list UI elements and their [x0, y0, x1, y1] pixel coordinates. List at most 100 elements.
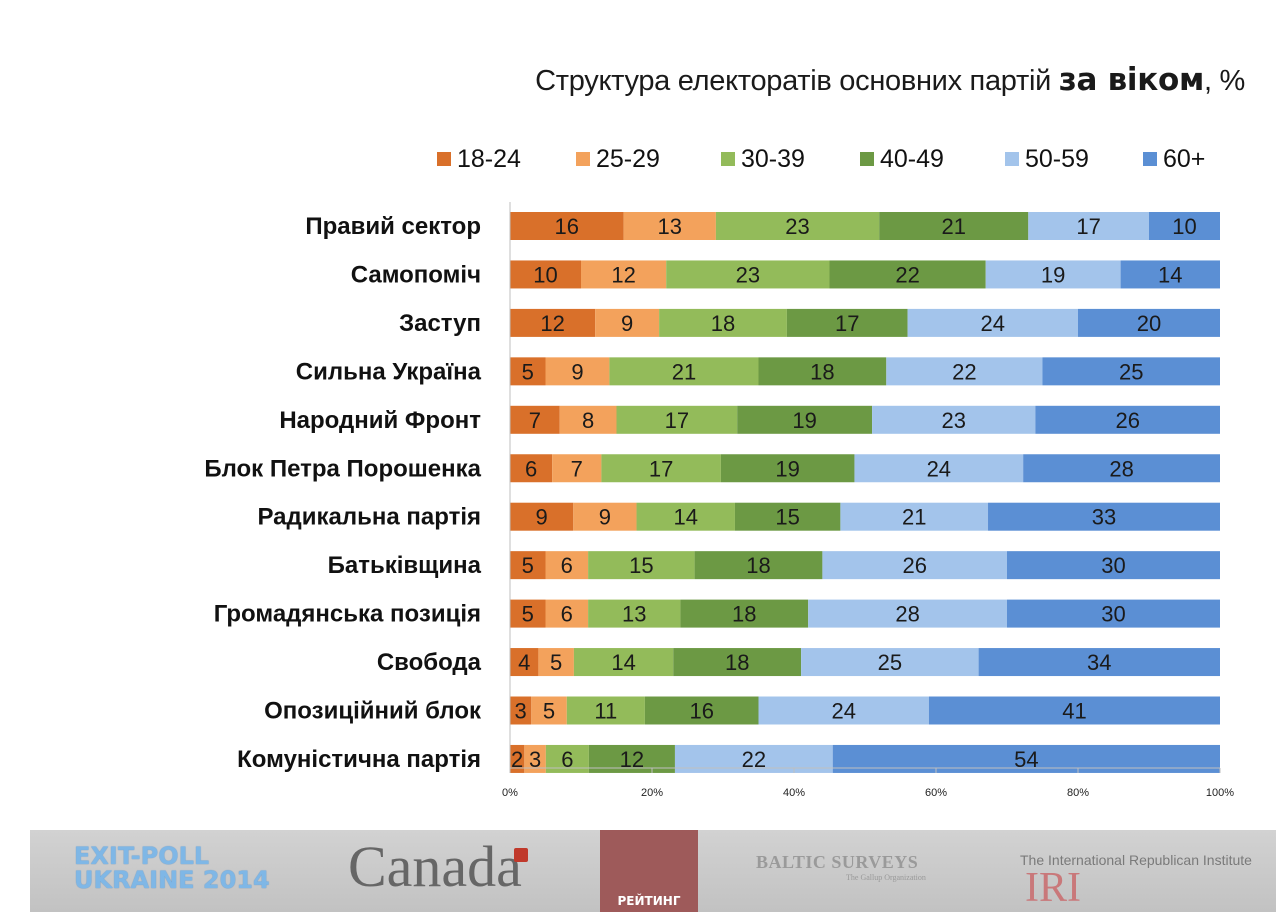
category-label: Самопоміч: [351, 261, 481, 288]
data-label: 16: [689, 699, 713, 724]
data-label: 26: [902, 553, 926, 578]
data-label: 28: [1109, 456, 1133, 481]
category-label: Батьківщина: [328, 552, 482, 579]
legend-label-25-29: 25-29: [596, 145, 660, 173]
bar-segment-18-24: [510, 696, 532, 725]
data-label: 41: [1062, 699, 1086, 724]
bar-segment-25-29: [573, 502, 637, 531]
data-label: 18: [810, 359, 834, 384]
bar-segment-50-59: [758, 696, 929, 725]
bar-segment-40-49: [758, 357, 887, 386]
exit-poll-line2: UKRAINE 2014: [74, 866, 270, 894]
bar-segment-50-59: [1028, 212, 1149, 240]
sponsor-footer: EXIT-POLL UKRAINE 2014 Canada РЕЙТИНГ BA…: [30, 830, 1276, 912]
bar-segment-60+: [928, 696, 1220, 725]
data-label: 14: [611, 650, 635, 675]
data-label: 16: [555, 214, 579, 239]
bar-segment-25-29: [545, 357, 610, 386]
canada-flag-icon: [513, 848, 528, 862]
category-label: Народний Фронт: [279, 407, 481, 434]
bar-row: 2 3 6 12 22 54: [510, 744, 1220, 773]
data-label: 17: [649, 456, 673, 481]
data-label: 19: [792, 408, 816, 433]
data-label: 8: [582, 408, 594, 433]
bar-row: 16 13 23 21 17 10: [510, 212, 1220, 240]
x-tick-label: 60%: [925, 787, 947, 799]
data-label: 20: [1137, 311, 1161, 336]
legend-swatch-40-49: [860, 152, 874, 166]
data-label: 3: [515, 699, 527, 724]
legend-swatch-30-39: [721, 152, 735, 166]
bar-segment-18-24: [510, 405, 560, 434]
bar-segment-18-24: [510, 599, 546, 628]
baltic-surveys-name: BALTIC SURVEYS: [756, 852, 919, 872]
data-label: 6: [561, 553, 573, 578]
bar-segment-40-49: [786, 308, 908, 337]
title-bold: за віком: [1058, 62, 1205, 98]
stacked-bar-chart: 18-24 25-29 30-39 40-49 50-59 60+ 16 13 23 21 17 1…: [204, 145, 1234, 799]
legend-label-30-39: 30-39: [741, 145, 805, 173]
bar-segment-25-29: [538, 648, 574, 677]
x-tick-label: 40%: [783, 787, 805, 799]
exit-poll-logo: EXIT-POLL UKRAINE 2014: [74, 844, 270, 892]
bar-row: 6 7 17 19 24 28: [510, 454, 1220, 483]
category-label: Правий сектор: [305, 213, 481, 240]
legend-swatch-60+: [1143, 152, 1157, 166]
bar-segment-60+: [1007, 551, 1220, 580]
bar-segment-50-59: [886, 357, 1043, 386]
bar-segment-25-29: [595, 308, 660, 337]
bar-segment-30-39: [566, 696, 645, 725]
data-label: 30: [1101, 553, 1125, 578]
bar-row: 12 9 18 17 24 20: [510, 308, 1220, 337]
data-label: 10: [533, 262, 557, 287]
bar-segment-30-39: [636, 502, 735, 531]
data-label: 15: [629, 553, 653, 578]
data-label: 17: [665, 408, 689, 433]
bar-segment-40-49: [694, 551, 823, 580]
bar-row: 5 9 21 18 22 25: [510, 357, 1220, 386]
data-label: 25: [1119, 359, 1143, 384]
exit-poll-line1: EXIT-POLL: [74, 842, 210, 870]
data-label: 21: [902, 505, 926, 530]
category-label: Заступ: [399, 310, 481, 337]
category-label: Блок Петра Порошенка: [204, 455, 481, 482]
data-label: 7: [529, 408, 541, 433]
data-label: 24: [831, 699, 855, 724]
category-label: Свобода: [377, 649, 482, 676]
data-label: 14: [674, 505, 698, 530]
bar-segment-30-39: [659, 308, 787, 337]
bar-segment-40-49: [879, 212, 1029, 240]
bar-segment-50-59: [822, 551, 1007, 580]
bar-segment-60+: [1023, 454, 1220, 483]
canada-wordmark: Canada: [348, 834, 522, 899]
data-label: 22: [895, 262, 919, 287]
category-label: Комуністична партія: [237, 746, 481, 773]
bar-segment-40-49: [673, 648, 802, 677]
bar-segment-40-49: [734, 502, 841, 531]
bar-segment-50-59: [801, 648, 979, 677]
bar-segment-18-24: [510, 454, 553, 483]
data-label: 13: [622, 602, 646, 627]
reyting-label: РЕЙТИНГ: [617, 894, 681, 908]
data-label: 9: [621, 311, 633, 336]
iri-logo: IRI: [1025, 865, 1081, 911]
bar-segment-25-29: [623, 212, 716, 240]
data-label: 5: [522, 602, 534, 627]
bar-row: 4 5 14 18 25 34: [510, 648, 1220, 677]
bar-segment-25-29: [524, 744, 546, 773]
bar-segment-40-49: [829, 260, 986, 289]
data-label: 21: [942, 214, 966, 239]
bar-row: 5 6 13 18 28 30: [510, 599, 1220, 628]
x-tick-label: 0%: [502, 787, 518, 799]
bar-segment-25-29: [581, 260, 667, 289]
data-label: 6: [525, 456, 537, 481]
bar-segment-18-24: [510, 308, 596, 337]
data-label: 33: [1092, 505, 1116, 530]
data-label: 12: [540, 311, 564, 336]
data-label: 24: [981, 311, 1005, 336]
category-label: Сильна Україна: [296, 358, 482, 385]
bar-segment-50-59: [840, 502, 989, 531]
data-label: 19: [775, 456, 799, 481]
bar-row: 7 8 17 19 23 26: [510, 405, 1220, 434]
